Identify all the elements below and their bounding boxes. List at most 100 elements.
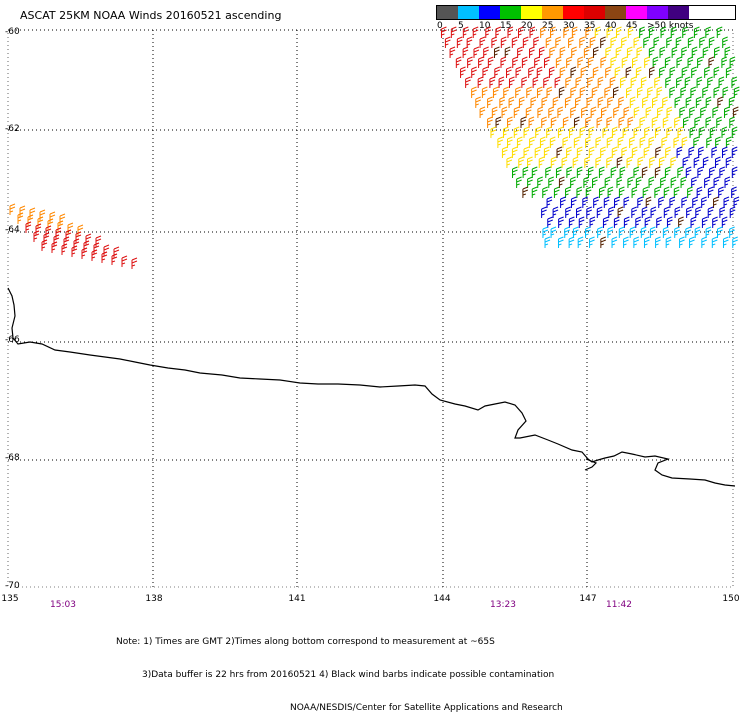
wind-barb [529, 46, 535, 58]
legend-swatch [500, 6, 521, 19]
wind-barb [440, 26, 447, 38]
wind-barb [729, 226, 735, 238]
wind-barb [449, 46, 456, 58]
wind-barb [733, 196, 740, 208]
wind-barb [495, 116, 502, 128]
wind-barb [704, 176, 710, 188]
wind-barb [670, 156, 677, 168]
wind-barb [19, 205, 26, 217]
wind-barb [47, 218, 54, 230]
wind-barb [536, 86, 543, 98]
legend-swatch [584, 6, 605, 19]
wind-barb [635, 216, 641, 228]
wind-barb [541, 116, 547, 128]
wind-barb [527, 176, 533, 188]
wind-barb [503, 86, 509, 98]
wind-barb [577, 236, 584, 248]
wind-barb [618, 96, 624, 108]
wind-barb [568, 36, 574, 48]
wind-barb [684, 76, 691, 88]
wind-barb [713, 176, 720, 188]
wind-barb [671, 46, 678, 58]
wind-barb [556, 146, 563, 158]
wind-barb [545, 166, 551, 178]
wind-barb [466, 36, 473, 48]
legend-label: 15 [500, 21, 512, 31]
wind-barb [644, 126, 650, 138]
wind-barb [707, 206, 714, 218]
wind-barb [570, 196, 577, 208]
wind-barb [512, 56, 518, 68]
wind-barb [589, 36, 596, 48]
wind-barb [712, 106, 719, 118]
wind-barb [616, 26, 622, 38]
wind-barb [585, 226, 591, 238]
wind-barb [595, 136, 602, 148]
wind-barb [669, 66, 676, 78]
wind-barb [570, 66, 577, 78]
wind-barb [9, 203, 16, 215]
wind-barb [693, 136, 700, 148]
wind-barb [633, 166, 640, 178]
coastline-inlet [584, 458, 598, 471]
wind-barb [543, 146, 550, 158]
wind-barb [552, 96, 559, 108]
wind-barb [575, 76, 582, 88]
lat-label-66: -66 [5, 335, 20, 345]
wind-barb [542, 186, 548, 198]
wind-barb [694, 116, 701, 128]
wind-barb [666, 36, 672, 48]
legend-label: 10 [479, 21, 491, 31]
wind-barb [610, 166, 617, 178]
lon-label-141: 141 [288, 594, 306, 604]
wind-barb [731, 146, 738, 158]
wind-barb [101, 251, 108, 263]
legend-swatch [647, 6, 668, 19]
legend-label: 5 [458, 21, 464, 31]
wind-barb [596, 206, 603, 218]
wind-barb [111, 253, 118, 265]
wind-barb [620, 76, 626, 88]
wind-barb [687, 56, 694, 68]
wind-barb [513, 106, 520, 118]
wind-barb [568, 236, 575, 248]
legend-label: 45 [626, 21, 638, 31]
wind-barb [477, 76, 484, 88]
wind-barb [660, 26, 667, 38]
wind-barb [669, 196, 676, 208]
wind-barb [575, 96, 581, 108]
wind-barb [585, 116, 591, 128]
wind-barb [29, 207, 36, 219]
wind-barb [548, 106, 554, 118]
wind-barb [522, 36, 529, 48]
wind-barb [677, 166, 684, 178]
wind-barb [462, 26, 469, 38]
wind-barb [511, 146, 518, 158]
wind-barb [681, 66, 688, 78]
wind-barb [600, 36, 606, 48]
wind-barb [516, 136, 523, 148]
wind-barb [604, 176, 611, 188]
wind-barb [485, 26, 491, 38]
wind-barb [670, 176, 677, 188]
wind-barb [541, 96, 548, 108]
wind-barb [721, 56, 728, 68]
wind-barb [564, 96, 571, 108]
wind-barb [621, 36, 627, 48]
wind-barb [539, 136, 546, 148]
wind-barb [547, 216, 553, 228]
wind-barb [585, 136, 591, 148]
wind-barb [550, 26, 556, 38]
wind-barb [45, 225, 52, 237]
wind-barb [517, 26, 524, 38]
wind-barb [685, 96, 692, 108]
wind-barb [635, 176, 642, 188]
wind-barb [663, 186, 670, 198]
wind-barb [57, 220, 64, 232]
wind-barb [598, 166, 605, 178]
wind-barb [528, 66, 534, 78]
wind-barb [521, 56, 528, 68]
wind-barb [697, 56, 703, 68]
wind-barb [546, 196, 553, 208]
wind-barb [722, 36, 728, 48]
